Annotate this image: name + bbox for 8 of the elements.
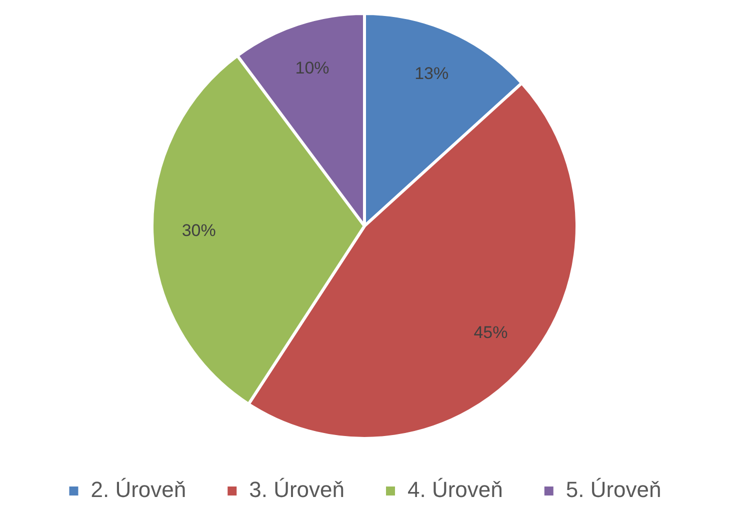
legend-label: 2. Úroveň <box>90 477 186 502</box>
legend-label: 3. Úroveň <box>249 477 345 502</box>
data-label: 30% <box>182 221 216 240</box>
legend-label: 5. Úroveň <box>566 477 662 502</box>
data-label: 13% <box>414 64 449 84</box>
legend-label: 4. Úroveň <box>408 477 503 502</box>
data-label: 45% <box>474 323 508 342</box>
data-label: 10% <box>295 58 330 78</box>
